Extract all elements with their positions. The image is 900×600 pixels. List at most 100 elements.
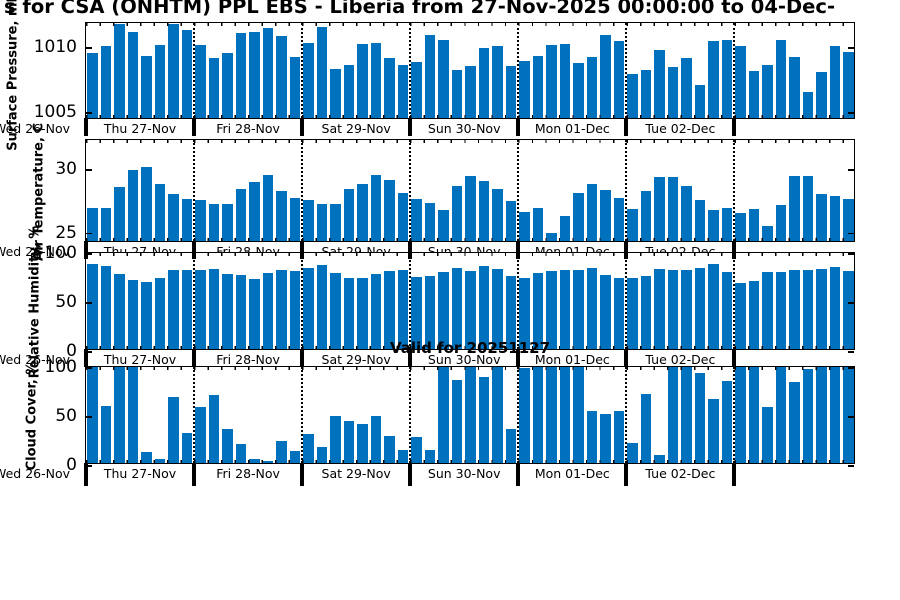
- bar: [357, 183, 368, 241]
- bar: [141, 167, 152, 241]
- day-boundary-gridline: [409, 367, 412, 463]
- bar: [154, 183, 166, 241]
- bar: [829, 196, 841, 241]
- day-boundary-gridline: [193, 23, 196, 118]
- bar: [316, 264, 328, 349]
- bar: [451, 186, 463, 241]
- bar: [397, 192, 409, 241]
- day-boundary-gridline: [193, 253, 196, 349]
- x-day-label-outside: Wed 26-Nov: [0, 352, 71, 367]
- bar: [262, 28, 274, 118]
- bar: [100, 265, 111, 349]
- bar: [559, 367, 571, 463]
- bar: [303, 200, 314, 241]
- day-boundary-gridline: [517, 140, 520, 241]
- x-day-label: Mon 01-Dec: [534, 121, 610, 136]
- day-boundary-tick: [732, 241, 737, 259]
- bar: [681, 269, 692, 349]
- bar: [748, 209, 760, 241]
- bar: [397, 64, 409, 118]
- bar: [195, 407, 206, 463]
- y-tick-mirror: [848, 351, 854, 353]
- bar: [411, 276, 422, 349]
- bar: [289, 56, 301, 118]
- bar: [775, 271, 787, 349]
- day-boundary-tick: [84, 349, 88, 367]
- bar: [181, 198, 193, 241]
- bar: [708, 41, 719, 118]
- day-boundary-tick: [84, 463, 88, 486]
- figure-title: s for CSA (ONHTM) PPL EBS - Liberia from…: [4, 0, 836, 18]
- bar: [721, 207, 733, 241]
- bar: [505, 201, 517, 241]
- bar: [127, 367, 139, 463]
- bar: [721, 271, 733, 349]
- bar: [168, 269, 179, 349]
- day-boundary-tick: [300, 241, 305, 259]
- bar: [573, 367, 584, 463]
- bar: [195, 200, 206, 241]
- bar: [586, 56, 598, 118]
- bar: [451, 379, 463, 463]
- day-boundary-gridline: [409, 253, 412, 349]
- x-day-label: Mon 01-Dec: [534, 466, 610, 481]
- bar: [438, 271, 449, 349]
- bar: [600, 189, 611, 241]
- bar: [478, 47, 490, 118]
- day-boundary-tick: [516, 241, 521, 259]
- bar: [546, 233, 557, 241]
- bar: [843, 51, 854, 118]
- bar: [438, 39, 449, 118]
- day-boundary-gridline: [517, 253, 520, 349]
- subplot-relative-humidity: 100 50 0 Thu 27-Nov Fri 28-Nov Sat 29-Nov Sun …: [0, 226, 855, 378]
- bar: [330, 272, 341, 349]
- bar: [303, 433, 314, 463]
- y-tick: [86, 47, 92, 49]
- bar: [586, 183, 598, 241]
- day-boundary-tick: [624, 118, 629, 136]
- subplot-air-temperature: 30 25 Thu 27-Nov Fri 28-Nov Sat 29-Nov Sun 30…: [0, 123, 855, 260]
- bar: [343, 278, 355, 349]
- bar: [640, 275, 652, 349]
- bar: [316, 204, 328, 241]
- bar: [330, 204, 341, 241]
- x-day-label: Fri 28-Nov: [216, 466, 280, 481]
- x-day-label: Sat 29-Nov: [321, 121, 391, 136]
- bar: [735, 367, 746, 463]
- y-tick: [86, 367, 92, 369]
- bar: [154, 45, 166, 118]
- bar: [505, 275, 517, 349]
- x-day-label: Mon 01-Dec: [534, 352, 610, 367]
- bar: [681, 367, 692, 463]
- day-boundary-tick: [84, 241, 88, 259]
- bar: [141, 282, 152, 349]
- x-day-label: Sun 30-Nov: [427, 466, 501, 481]
- bar: [600, 414, 611, 463]
- bar: [397, 450, 409, 463]
- x-day-label-outside: Wed 26-Nov: [0, 121, 71, 136]
- bar: [613, 411, 625, 463]
- y-axis-label-cloud-cover: Cloud Cover, %: [24, 361, 40, 471]
- day-boundary-tick: [624, 463, 629, 486]
- bar: [465, 175, 476, 241]
- bar: [195, 45, 206, 118]
- x-day-label: Sun 30-Nov: [427, 121, 501, 136]
- bar: [546, 45, 557, 118]
- day-boundary-gridline: [517, 23, 520, 118]
- y-tick-label: 50: [55, 292, 77, 312]
- day-boundary-gridline: [733, 367, 736, 463]
- bar-layer: [86, 253, 854, 349]
- bar: [384, 435, 395, 463]
- day-boundary-tick: [192, 349, 197, 367]
- bar: [532, 272, 544, 349]
- bar: [519, 367, 530, 463]
- day-boundary-tick: [408, 241, 413, 259]
- bar: [613, 197, 625, 241]
- bar: [532, 207, 544, 241]
- bar: [384, 58, 395, 118]
- bar: [694, 267, 706, 349]
- bar: [492, 268, 503, 349]
- bar: [235, 274, 247, 349]
- bar: [573, 269, 584, 349]
- bar: [721, 39, 733, 118]
